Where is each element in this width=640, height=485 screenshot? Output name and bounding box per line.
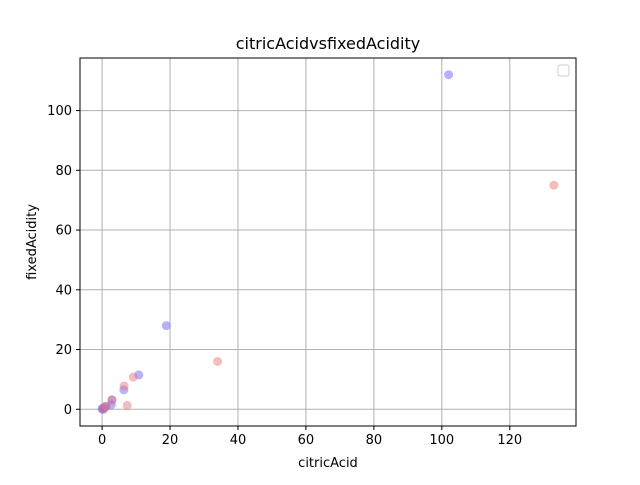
y-tick-label: 80 <box>55 164 72 179</box>
data-point <box>122 400 132 410</box>
data-point <box>98 404 108 414</box>
data-point <box>119 381 129 391</box>
plot-frame <box>79 57 577 427</box>
data-point <box>549 180 559 190</box>
grid <box>80 58 576 426</box>
data-point <box>444 70 454 80</box>
data-point <box>161 321 171 331</box>
y-tick-label: 0 <box>64 403 72 418</box>
x-tick-label: 80 <box>366 433 383 448</box>
data-point <box>128 372 138 382</box>
y-tick-label: 60 <box>55 224 72 239</box>
chart-title: citricAcidvsfixedAcidity <box>236 34 421 53</box>
x-tick-label: 120 <box>497 433 522 448</box>
x-tick-label: 20 <box>162 433 179 448</box>
x-tick-label: 0 <box>98 433 106 448</box>
data-points <box>97 70 559 414</box>
data-point <box>213 356 223 366</box>
x-tick-label: 100 <box>429 433 454 448</box>
legend-box <box>557 64 570 77</box>
y-tick-label: 100 <box>47 104 72 119</box>
axis-ticks: 0 20 40 60 80 100 120 0 20 40 60 80 100 <box>47 104 522 448</box>
x-tick-label: 40 <box>230 433 247 448</box>
data-point <box>107 395 117 405</box>
x-tick-label: 60 <box>298 433 315 448</box>
y-axis-label: fixedAcidity <box>25 204 40 280</box>
y-tick-label: 20 <box>55 343 72 358</box>
x-axis-label: citricAcid <box>298 456 358 471</box>
y-tick-label: 40 <box>55 283 72 298</box>
